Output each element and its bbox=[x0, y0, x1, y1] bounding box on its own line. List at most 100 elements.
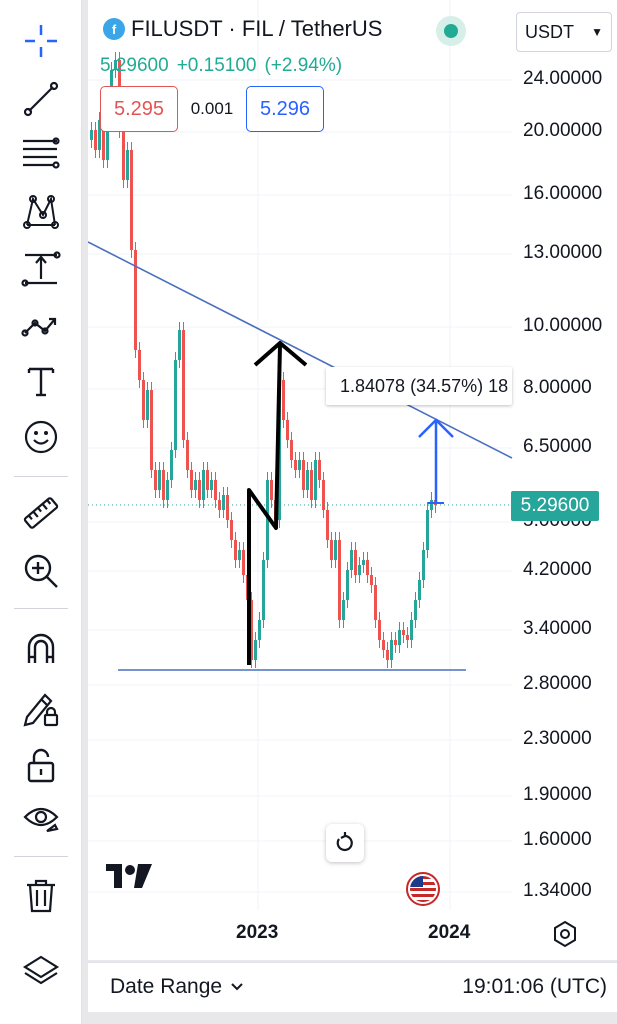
candle bbox=[90, 130, 93, 140]
candle bbox=[162, 470, 165, 500]
candle bbox=[174, 360, 177, 450]
candle bbox=[426, 510, 429, 550]
time-axis-label: 2023 bbox=[236, 922, 279, 943]
candle bbox=[262, 560, 265, 620]
candle bbox=[238, 550, 241, 560]
price-change: +0.15100 bbox=[176, 55, 257, 76]
zoom-in-icon[interactable] bbox=[14, 548, 68, 594]
price-axis-label: 4.20000 bbox=[523, 559, 592, 580]
chart-settings-icon[interactable] bbox=[551, 920, 579, 948]
price-axis-label: 3.40000 bbox=[523, 618, 592, 639]
currency-select[interactable]: USDT ▼ bbox=[516, 12, 612, 52]
candle bbox=[142, 380, 145, 420]
price-chart[interactable] bbox=[88, 0, 617, 960]
buy-button[interactable]: 5.296 bbox=[246, 86, 324, 132]
price-summary: 5.29600 +0.15100 (+2.94%) bbox=[100, 55, 342, 77]
candle bbox=[154, 470, 157, 490]
trend-line-icon[interactable] bbox=[14, 76, 68, 122]
candle bbox=[290, 440, 293, 460]
price-axis-label: 16.00000 bbox=[523, 183, 603, 204]
candle bbox=[202, 470, 205, 500]
candle bbox=[354, 550, 357, 575]
trash-icon[interactable] bbox=[14, 872, 68, 918]
candle bbox=[266, 480, 269, 560]
candle bbox=[122, 130, 125, 180]
path-icon[interactable] bbox=[14, 302, 68, 348]
candle bbox=[406, 635, 409, 640]
candle bbox=[226, 495, 229, 520]
candle bbox=[198, 480, 201, 500]
ruler-icon[interactable] bbox=[14, 490, 68, 536]
pattern-icon[interactable] bbox=[14, 188, 68, 234]
magnet-icon[interactable] bbox=[14, 626, 68, 672]
price-axis-label: 20.00000 bbox=[523, 120, 603, 141]
candle bbox=[146, 390, 149, 420]
candle bbox=[314, 460, 317, 500]
crosshair-icon[interactable] bbox=[14, 18, 68, 64]
candle bbox=[294, 460, 297, 470]
eye-icon[interactable] bbox=[14, 796, 68, 842]
unlock-icon[interactable] bbox=[14, 742, 68, 788]
market-status-icon[interactable] bbox=[436, 16, 466, 46]
candle bbox=[138, 350, 141, 380]
candle bbox=[306, 470, 309, 490]
candle bbox=[242, 550, 245, 575]
candle bbox=[422, 550, 425, 580]
text-icon[interactable] bbox=[14, 358, 68, 404]
candle bbox=[258, 620, 261, 640]
candle bbox=[386, 650, 389, 660]
candle bbox=[286, 420, 289, 440]
us-flag-icon[interactable] bbox=[406, 872, 440, 906]
sell-button[interactable]: 5.295 bbox=[100, 86, 178, 132]
candle bbox=[298, 460, 301, 470]
candle bbox=[378, 620, 381, 640]
layers-icon[interactable] bbox=[14, 948, 68, 994]
reset-chart-button[interactable] bbox=[326, 824, 364, 862]
candle bbox=[194, 480, 197, 490]
candle bbox=[206, 470, 209, 490]
drawn-path-line bbox=[247, 344, 282, 665]
candle bbox=[334, 540, 337, 560]
price-change-percent: (+2.94%) bbox=[264, 55, 343, 76]
price-axis-label: 1.34000 bbox=[523, 880, 592, 901]
candle bbox=[430, 500, 433, 510]
fib-retracement-icon[interactable] bbox=[14, 130, 68, 176]
date-range-button[interactable]: Date Range bbox=[110, 975, 244, 999]
bottom-bar: Date Range 19:01:06 (UTC) bbox=[88, 962, 617, 1012]
candle bbox=[166, 480, 169, 500]
candle bbox=[330, 540, 333, 560]
candle bbox=[318, 460, 321, 480]
tradingview-logo-icon bbox=[106, 864, 152, 888]
lock-drawing-icon[interactable] bbox=[14, 684, 68, 730]
measure-label: 1.84078 (34.57%) 18 bbox=[326, 367, 512, 405]
chevron-down-icon: ▼ bbox=[591, 25, 603, 39]
price-axis-label: 13.00000 bbox=[523, 242, 603, 263]
drawn-path-arrowhead bbox=[253, 341, 308, 367]
candle bbox=[214, 480, 217, 500]
utc-clock[interactable]: 19:01:06 (UTC) bbox=[462, 975, 607, 998]
candle bbox=[402, 630, 405, 635]
bid-ask-panel: 5.295 0.001 5.296 bbox=[100, 86, 324, 132]
filecoin-logo-icon: f bbox=[103, 18, 125, 40]
candle bbox=[366, 560, 369, 575]
candle bbox=[130, 150, 133, 250]
candle bbox=[346, 570, 349, 600]
candle bbox=[210, 480, 213, 490]
candle bbox=[250, 600, 253, 660]
candle bbox=[94, 130, 97, 150]
time-axis-label: 2024 bbox=[428, 922, 471, 943]
candle bbox=[322, 480, 325, 510]
candlestick-series bbox=[90, 52, 437, 668]
symbol-header[interactable]: f FILUSDT · FIL / TetherUS bbox=[103, 16, 382, 42]
candle bbox=[270, 480, 273, 500]
candle bbox=[410, 620, 413, 640]
current-price-tag: 5.29600 bbox=[511, 491, 599, 521]
candle bbox=[222, 495, 225, 510]
prediction-icon[interactable] bbox=[14, 246, 68, 292]
chart-pane[interactable]: f FILUSDT · FIL / TetherUS USDT ▼ 5.2960… bbox=[88, 0, 617, 960]
candle bbox=[358, 565, 361, 575]
emoji-icon[interactable] bbox=[14, 414, 68, 460]
drawing-toolbar bbox=[0, 0, 82, 1024]
candle bbox=[398, 630, 401, 645]
candle bbox=[342, 600, 345, 620]
